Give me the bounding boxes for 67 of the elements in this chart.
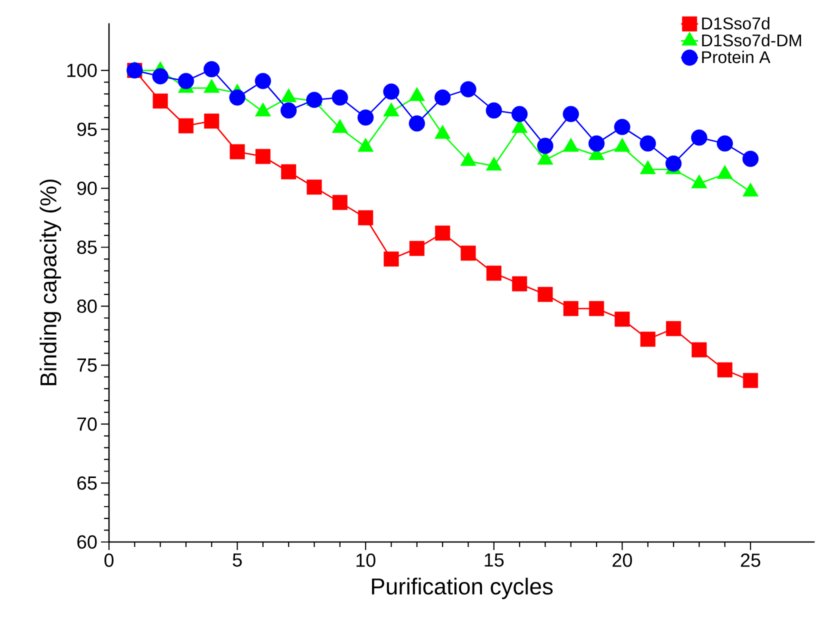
point (614, 118, 630, 136)
point (614, 312, 630, 327)
point (332, 89, 348, 106)
point (384, 252, 399, 267)
point (511, 106, 528, 122)
x-tick-label: 5 (232, 554, 242, 567)
point (152, 68, 168, 84)
point (306, 180, 322, 195)
point (255, 148, 270, 164)
y-tick-label: 90 (77, 182, 97, 196)
point (537, 138, 554, 154)
point (229, 89, 246, 106)
point (254, 72, 272, 90)
point (640, 135, 656, 152)
point (409, 240, 424, 256)
point (512, 276, 528, 292)
legend-label: D1Sso7d (702, 17, 770, 30)
point (408, 115, 426, 132)
point (280, 102, 297, 119)
point (691, 130, 708, 146)
x-tick-label: 25 (740, 554, 760, 567)
point (178, 118, 194, 134)
point (742, 372, 758, 388)
point (383, 84, 400, 100)
point (538, 286, 553, 302)
y-tick-label: 80 (77, 299, 97, 313)
y-tick-label: 60 (77, 535, 97, 549)
point (666, 321, 682, 336)
point (692, 342, 707, 358)
point (281, 164, 296, 180)
point (486, 266, 502, 281)
point (332, 194, 348, 210)
point (230, 144, 245, 160)
point (562, 106, 579, 122)
point (460, 81, 476, 98)
point (486, 102, 502, 119)
y-tick-label: 100 (67, 64, 97, 78)
x-tick-label: 10 (356, 554, 376, 567)
point (665, 155, 682, 172)
y-tick-label: 70 (77, 417, 97, 431)
y-tick-label: 65 (77, 476, 97, 490)
y-tick-label: 85 (77, 240, 97, 254)
point (358, 109, 374, 126)
legend-label: D1Sso7d-DM (702, 34, 802, 46)
point (178, 72, 194, 90)
y-tick-label: 75 (77, 358, 97, 372)
point (742, 150, 759, 167)
legend-label: Protein A (702, 50, 770, 64)
point (716, 135, 733, 152)
x-tick-label: 0 (104, 554, 114, 567)
point (204, 114, 220, 129)
point (563, 301, 578, 316)
y-tick-label: 95 (77, 122, 97, 136)
point (588, 135, 605, 152)
point (717, 362, 732, 378)
point (204, 61, 220, 78)
point (589, 301, 604, 316)
point (152, 94, 168, 109)
point (460, 246, 476, 261)
x-tick-label: 20 (612, 554, 632, 567)
x-axis-title: Purification cycles (372, 578, 553, 600)
point (358, 210, 374, 226)
point (434, 89, 451, 106)
y-axis-title: Binding capacity (%) (40, 180, 62, 386)
point (640, 332, 656, 347)
x-tick-label: 15 (484, 554, 504, 567)
point (435, 226, 450, 241)
